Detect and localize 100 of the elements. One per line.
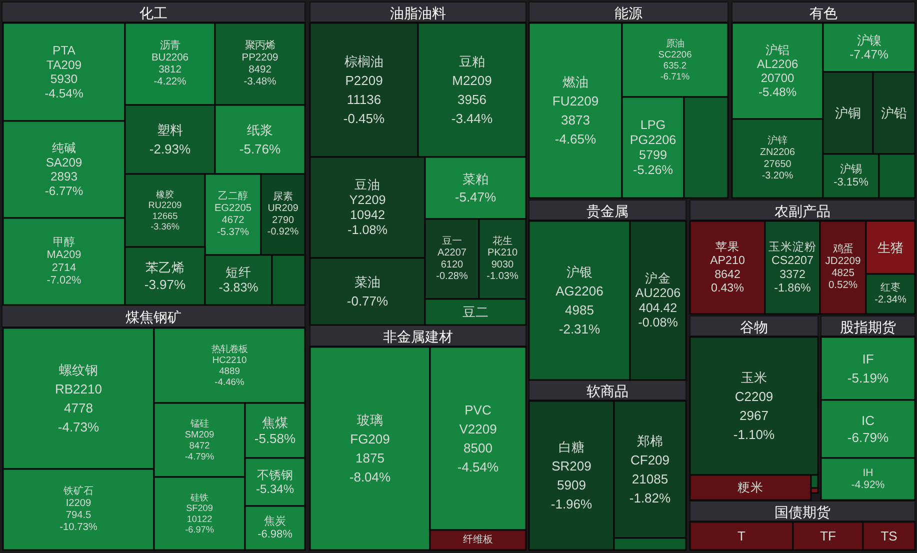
tile: 锰硅 SM209 8472 -4.79% xyxy=(153,402,246,478)
data-label: -3.36% xyxy=(150,222,180,232)
data-label: -5.47% xyxy=(454,190,497,205)
tile: 豆一 A2207 6120 -0.28% xyxy=(424,218,480,300)
category-label: 生猪 xyxy=(878,240,904,255)
category-label: 原油 xyxy=(666,38,684,49)
category-label: 塑料 xyxy=(157,122,183,138)
tile: 沪银 AG2206 4985 -2.31% xyxy=(528,220,631,381)
data-label: -5.76% xyxy=(239,142,282,156)
tile: PTA TA209 5930 -4.54% xyxy=(2,22,126,122)
category-label: 沪铅 xyxy=(881,106,907,120)
tile: 豆二 xyxy=(424,298,527,326)
category-label: 沪银 xyxy=(566,264,592,280)
data-label: -4.46% xyxy=(214,377,244,388)
category-label: 玉米 xyxy=(741,370,767,385)
data-label: -1.08% xyxy=(348,222,388,237)
category-label: IC xyxy=(862,412,874,428)
data-label: -1.10% xyxy=(733,427,776,442)
category-label: 硅铁 xyxy=(190,492,208,502)
data-label: -4.65% xyxy=(554,132,597,146)
data-label: -3.97% xyxy=(144,277,186,292)
tile: 豆油 Y2209 10942 -1.08% xyxy=(309,156,426,259)
data-label: -0.92% xyxy=(267,226,299,238)
tile: 热轧卷板 HC2210 4889 -4.46% xyxy=(153,327,306,404)
category-label: 乙二醇 xyxy=(218,190,248,202)
data-label: -0.08% xyxy=(638,316,678,330)
data-label: -5.37% xyxy=(216,226,250,238)
category-label: 豆一 xyxy=(442,236,462,247)
tile: 豆粕 M2209 3956 -3.44% xyxy=(417,22,527,158)
data-label: -10.73% xyxy=(60,522,98,533)
category-label: 纤维板 xyxy=(463,534,493,546)
tile: 生猪 xyxy=(865,220,916,275)
tile: IH -4.92% xyxy=(820,457,916,501)
data-label: -7.47% xyxy=(850,48,889,62)
tile: 沪锌 ZN2206 27650 -3.20% xyxy=(731,118,824,199)
group-header: 谷物 xyxy=(690,316,818,336)
data-label: -7.02% xyxy=(46,274,82,287)
data-label: -6.77% xyxy=(44,184,84,198)
category-label: 纸浆 xyxy=(247,122,273,138)
category-label: 锰硅 xyxy=(190,418,208,429)
tile: TF xyxy=(792,521,864,551)
tile: T xyxy=(689,521,794,551)
tile: 纸浆 -5.76% xyxy=(214,104,306,175)
data-label: -4.54% xyxy=(44,86,84,101)
category-label: LPG xyxy=(640,118,666,132)
data-label: -2.93% xyxy=(149,142,192,156)
tile: 白糖 SR209 5909 -1.96% xyxy=(528,400,615,551)
category-label: 菜粕 xyxy=(462,171,488,186)
group-header: 有色 xyxy=(732,2,916,22)
group-header: 股指期货 xyxy=(820,316,916,336)
data-label: -1.96% xyxy=(550,496,593,512)
category-label: TS xyxy=(880,528,898,544)
tile: 硅铁 SF209 10122 -6.97% xyxy=(153,476,246,551)
category-label: 焦煤 xyxy=(262,414,288,430)
data-label: -3.20% xyxy=(762,170,794,182)
category-label: 菜油 xyxy=(354,274,380,290)
tile: 沪铅 xyxy=(872,71,916,155)
category-label: 红枣 xyxy=(880,282,900,294)
tile: 螺纹钢 RB2210 4778 -4.73% xyxy=(2,327,155,470)
tile: 铁矿石 I2209 794.5 -10.73% xyxy=(2,468,155,551)
data-label: -3.44% xyxy=(451,111,494,126)
category-label: 白糖 xyxy=(558,440,584,454)
category-label: 沪铝 xyxy=(766,42,790,57)
data-label: -0.77% xyxy=(346,294,389,308)
group-header: 能源 xyxy=(528,2,728,22)
category-label: 沪铜 xyxy=(835,106,861,120)
data-label: -4.22% xyxy=(154,76,186,88)
group-header: 农副产品 xyxy=(690,200,916,220)
data-label: -6.98% xyxy=(258,528,293,540)
tile: 玻璃 FG209 1875 -8.04% xyxy=(309,346,431,551)
tile: 焦炭 -6.98% xyxy=(244,505,306,551)
category-label: 花生 xyxy=(492,234,512,247)
tile: 尿素 UR209 2790 -0.92% xyxy=(260,173,306,256)
data-label: -1.86% xyxy=(774,282,811,295)
data-label: -6.71% xyxy=(660,71,690,82)
data-label: -5.26% xyxy=(633,162,673,177)
data-label: -1.03% xyxy=(486,271,518,282)
tile: 沥青 BU2206 3812 -4.22% xyxy=(124,22,216,106)
category-label: TF xyxy=(820,528,836,544)
tile: IF -5.19% xyxy=(820,336,916,401)
data-label: 0.52% xyxy=(828,280,858,292)
data-label: -5.34% xyxy=(256,482,294,496)
tile: 甲醇 MA209 2714 -7.02% xyxy=(2,217,126,306)
tile: 粳米 xyxy=(689,474,812,501)
data-label: -5.19% xyxy=(847,370,890,386)
category-label: PVC xyxy=(464,402,492,418)
category-label: 豆油 xyxy=(354,178,380,192)
data-label: -2.34% xyxy=(874,294,906,306)
category-label: 甲醇 xyxy=(53,235,75,248)
tile: 不锈钢 -5.34% xyxy=(244,457,306,507)
category-label: 焦炭 xyxy=(264,514,286,528)
data-label: 0.43% xyxy=(711,282,744,295)
data-label: -5.58% xyxy=(254,431,296,446)
tile: 红枣 -2.34% xyxy=(865,273,916,315)
data-label: -0.45% xyxy=(343,111,386,126)
tile: 玉米淀粉 CS2207 3372 -1.86% xyxy=(764,220,821,315)
tile: 郑棉 CF209 21085 -1.82% xyxy=(613,400,687,539)
tile: 沪锡 -3.15% xyxy=(822,153,880,199)
tile: 短纤 -3.83% xyxy=(204,254,273,306)
category-label: 纯碱 xyxy=(52,141,76,156)
